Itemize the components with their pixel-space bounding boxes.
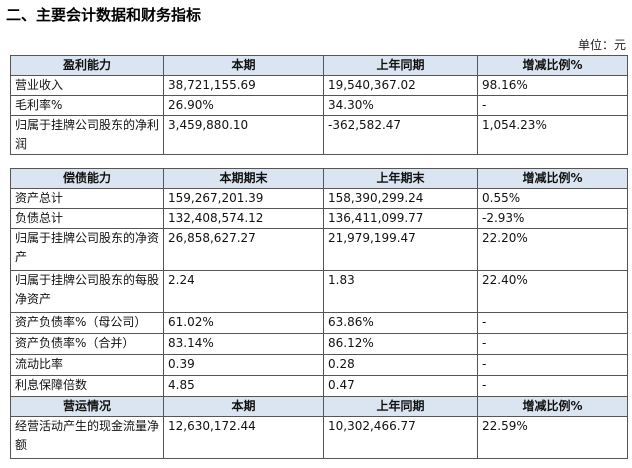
cell: - [477,375,628,397]
header-row: 偿债能力 本期期末 上年期末 增减比例% [10,168,628,189]
cell: 4.85 [163,375,324,397]
row: 经营活动产生的现金流量净额 12,630,172.44 10,302,466.77 2… [10,416,628,459]
cell: 159,267,201.39 [163,188,324,209]
cell: 0.39 [163,354,324,376]
cell: 归属于挂牌公司股东的每股净资产 [10,270,164,313]
cell: - [477,354,628,376]
data-table: 盈利能力 本期 上年同期 增减比例% 营业收入 38,721,155.69 19,540,3… [10,55,628,155]
cell: 营业收入 [10,75,164,96]
cell: -2.93% [477,208,628,229]
row: 归属于挂牌公司股东的每股净资产 2.24 1.83 22.40% [10,270,628,313]
cell: - [477,95,628,116]
cell: 86.12% [323,333,478,355]
header-row: 营运情况 本期 上年同期 增减比例% [10,396,628,417]
header-row: 盈利能力 本期 上年同期 增减比例% [10,55,628,76]
row: 资产总计 159,267,201.39 158,390,299.24 0.55% [10,188,628,209]
cell: 22.40% [477,270,628,313]
header-cell: 上年同期 [323,396,478,417]
header-cell: 增减比例% [477,55,628,76]
header-cell: 本期期末 [163,168,324,189]
cell: 0.28 [323,354,478,376]
row: 归属于挂牌公司股东的净利润 3,459,880.10 -362,582.47 1,05… [10,115,628,155]
header-cell: 增减比例% [477,396,628,417]
header-cell: 本期 [163,396,324,417]
cell: 2.24 [163,270,324,313]
cell: 61.02% [163,312,324,334]
cell: 0.55% [477,188,628,209]
cell: 10,302,466.77 [323,416,478,459]
cell: 资产负债率%（合并） [10,333,164,355]
cell: - [477,312,628,334]
cell: 毛利率% [10,95,164,116]
cell: 63.86% [323,312,478,334]
header-cell: 增减比例% [477,168,628,189]
cell: 资产总计 [10,188,164,209]
cell: -362,582.47 [323,115,478,155]
cell: - [477,333,628,355]
row: 资产负债率%（母公司） 61.02% 63.86% - [10,312,628,334]
header-cell: 本期 [163,55,324,76]
cell: 22.59% [477,416,628,459]
cell: 资产负债率%（母公司） [10,312,164,334]
cell: 12,630,172.44 [163,416,324,459]
cell: 34.30% [323,95,478,116]
header-cell: 盈利能力 [10,55,164,76]
cell: 22.20% [477,228,628,271]
cell: 3,459,880.10 [163,115,324,155]
cell: 132,408,574.12 [163,208,324,229]
cell: 26,858,627.27 [163,228,324,271]
row: 利息保障倍数 4.85 0.47- [10,375,628,397]
cell: 利息保障倍数 [10,375,164,397]
cell: 21,979,199.47 [323,228,478,271]
cell: 归属于挂牌公司股东的净利润 [10,115,164,155]
header-cell: 营运情况 [10,396,164,417]
cell: 83.14% [163,333,324,355]
row: 毛利率% 26.90% 34.30% - [10,95,628,116]
cell: 负债总计 [10,208,164,229]
row: 负债总计 132,408,574.12 136,411,099.77 -2.93% [10,208,628,229]
section-title: 二、主要会计数据和财务指标 [6,6,202,24]
cell: 26.90% [163,95,324,116]
cell: 流动比率 [10,354,164,376]
data-table: 营运情况 本期 上年同期 增减比例% 经营活动产生的现金流量净额 12,630,172.4… [10,396,628,459]
cell: 归属于挂牌公司股东的净资产 [10,228,164,271]
cell: 经营活动产生的现金流量净额 [10,416,164,459]
cell: 38,721,155.69 [163,75,324,96]
cell: 0.47 [323,375,478,397]
cell: 19,540,367.02 [323,75,478,96]
unit-label: 单位：元 [577,38,626,52]
cell: 1,054.23% [477,115,628,155]
row: 归属于挂牌公司股东的净资产 26,858,627.27 21,979,199.47 2… [10,228,628,271]
cell: 1.83 [323,270,478,313]
row: 营业收入 38,721,155.69 19,540,367.02 98.16% [10,75,628,96]
header-cell: 上年期末 [323,168,478,189]
data-table: 偿债能力 本期期末 上年期末 增减比例% 资产总计 159,267,201.39 158,3… [10,168,628,397]
cell: 158,390,299.24 [323,188,478,209]
cell: 136,411,099.77 [323,208,478,229]
cell: 98.16% [477,75,628,96]
header-cell: 偿债能力 [10,168,164,189]
row: 流动比率 0.39 0.28- [10,354,628,376]
row: 资产负债率%（合并） 83.14% 86.12% - [10,333,628,355]
header-cell: 上年同期 [323,55,478,76]
